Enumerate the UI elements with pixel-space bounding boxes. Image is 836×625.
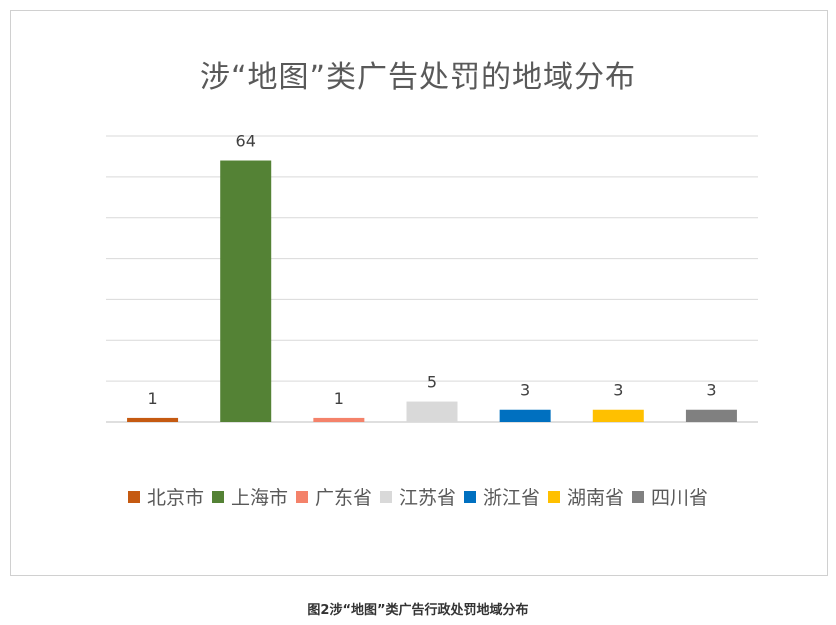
- legend-swatch: [127, 490, 140, 503]
- bar-2: [220, 160, 272, 422]
- data-label-3: 1: [334, 389, 344, 408]
- legend-swatch: [295, 490, 308, 503]
- data-label-7: 3: [706, 381, 716, 400]
- legend-swatch: [211, 490, 224, 503]
- bar-5: [499, 409, 551, 422]
- bar-3: [313, 417, 365, 422]
- legend-item-1: 北京市: [127, 483, 204, 510]
- legend: 北京市 上海市 广东省 江苏省 浙江省 湖南省 四川省: [0, 483, 836, 510]
- legend-label: 浙江省: [483, 487, 541, 509]
- legend-item-5: 浙江省: [464, 483, 540, 510]
- data-label-6: 3: [613, 381, 623, 400]
- legend-label: 湖南省: [567, 487, 625, 509]
- data-label-1: 1: [147, 389, 157, 408]
- legend-label: 江苏省: [398, 487, 456, 509]
- bars: [127, 160, 737, 422]
- legend-label: 上海市: [230, 487, 288, 509]
- legend-swatch: [632, 490, 645, 503]
- legend-label: 四川省: [651, 487, 709, 509]
- gridlines: [106, 135, 758, 423]
- legend-item-2: 上海市: [211, 483, 288, 510]
- legend-label: 北京市: [146, 487, 204, 509]
- data-labels: 1 64 1 5 3 3 3: [147, 132, 716, 408]
- legend-item-7: 四川省: [632, 483, 708, 510]
- chart-frame: [10, 10, 828, 576]
- legend-label: 广东省: [314, 487, 372, 509]
- chart-title: 涉“地图”类广告处罚的地域分布: [199, 60, 637, 95]
- legend-swatch: [464, 490, 476, 503]
- legend-item-6: 湖南省: [548, 483, 624, 510]
- bar-7: [685, 409, 737, 422]
- data-label-2: 64: [236, 132, 256, 151]
- bar-6: [592, 409, 644, 422]
- legend-item-4: 江苏省: [379, 483, 456, 510]
- bar-4: [406, 401, 458, 422]
- bar-1: [127, 417, 179, 422]
- data-label-4: 5: [427, 373, 437, 392]
- legend-swatch: [379, 490, 392, 503]
- figure-caption: 图2涉“地图”类广告行政处罚地域分布: [307, 603, 529, 618]
- legend-swatch: [548, 490, 561, 503]
- data-label-5: 3: [520, 381, 530, 400]
- legend-item-3: 广东省: [295, 483, 372, 510]
